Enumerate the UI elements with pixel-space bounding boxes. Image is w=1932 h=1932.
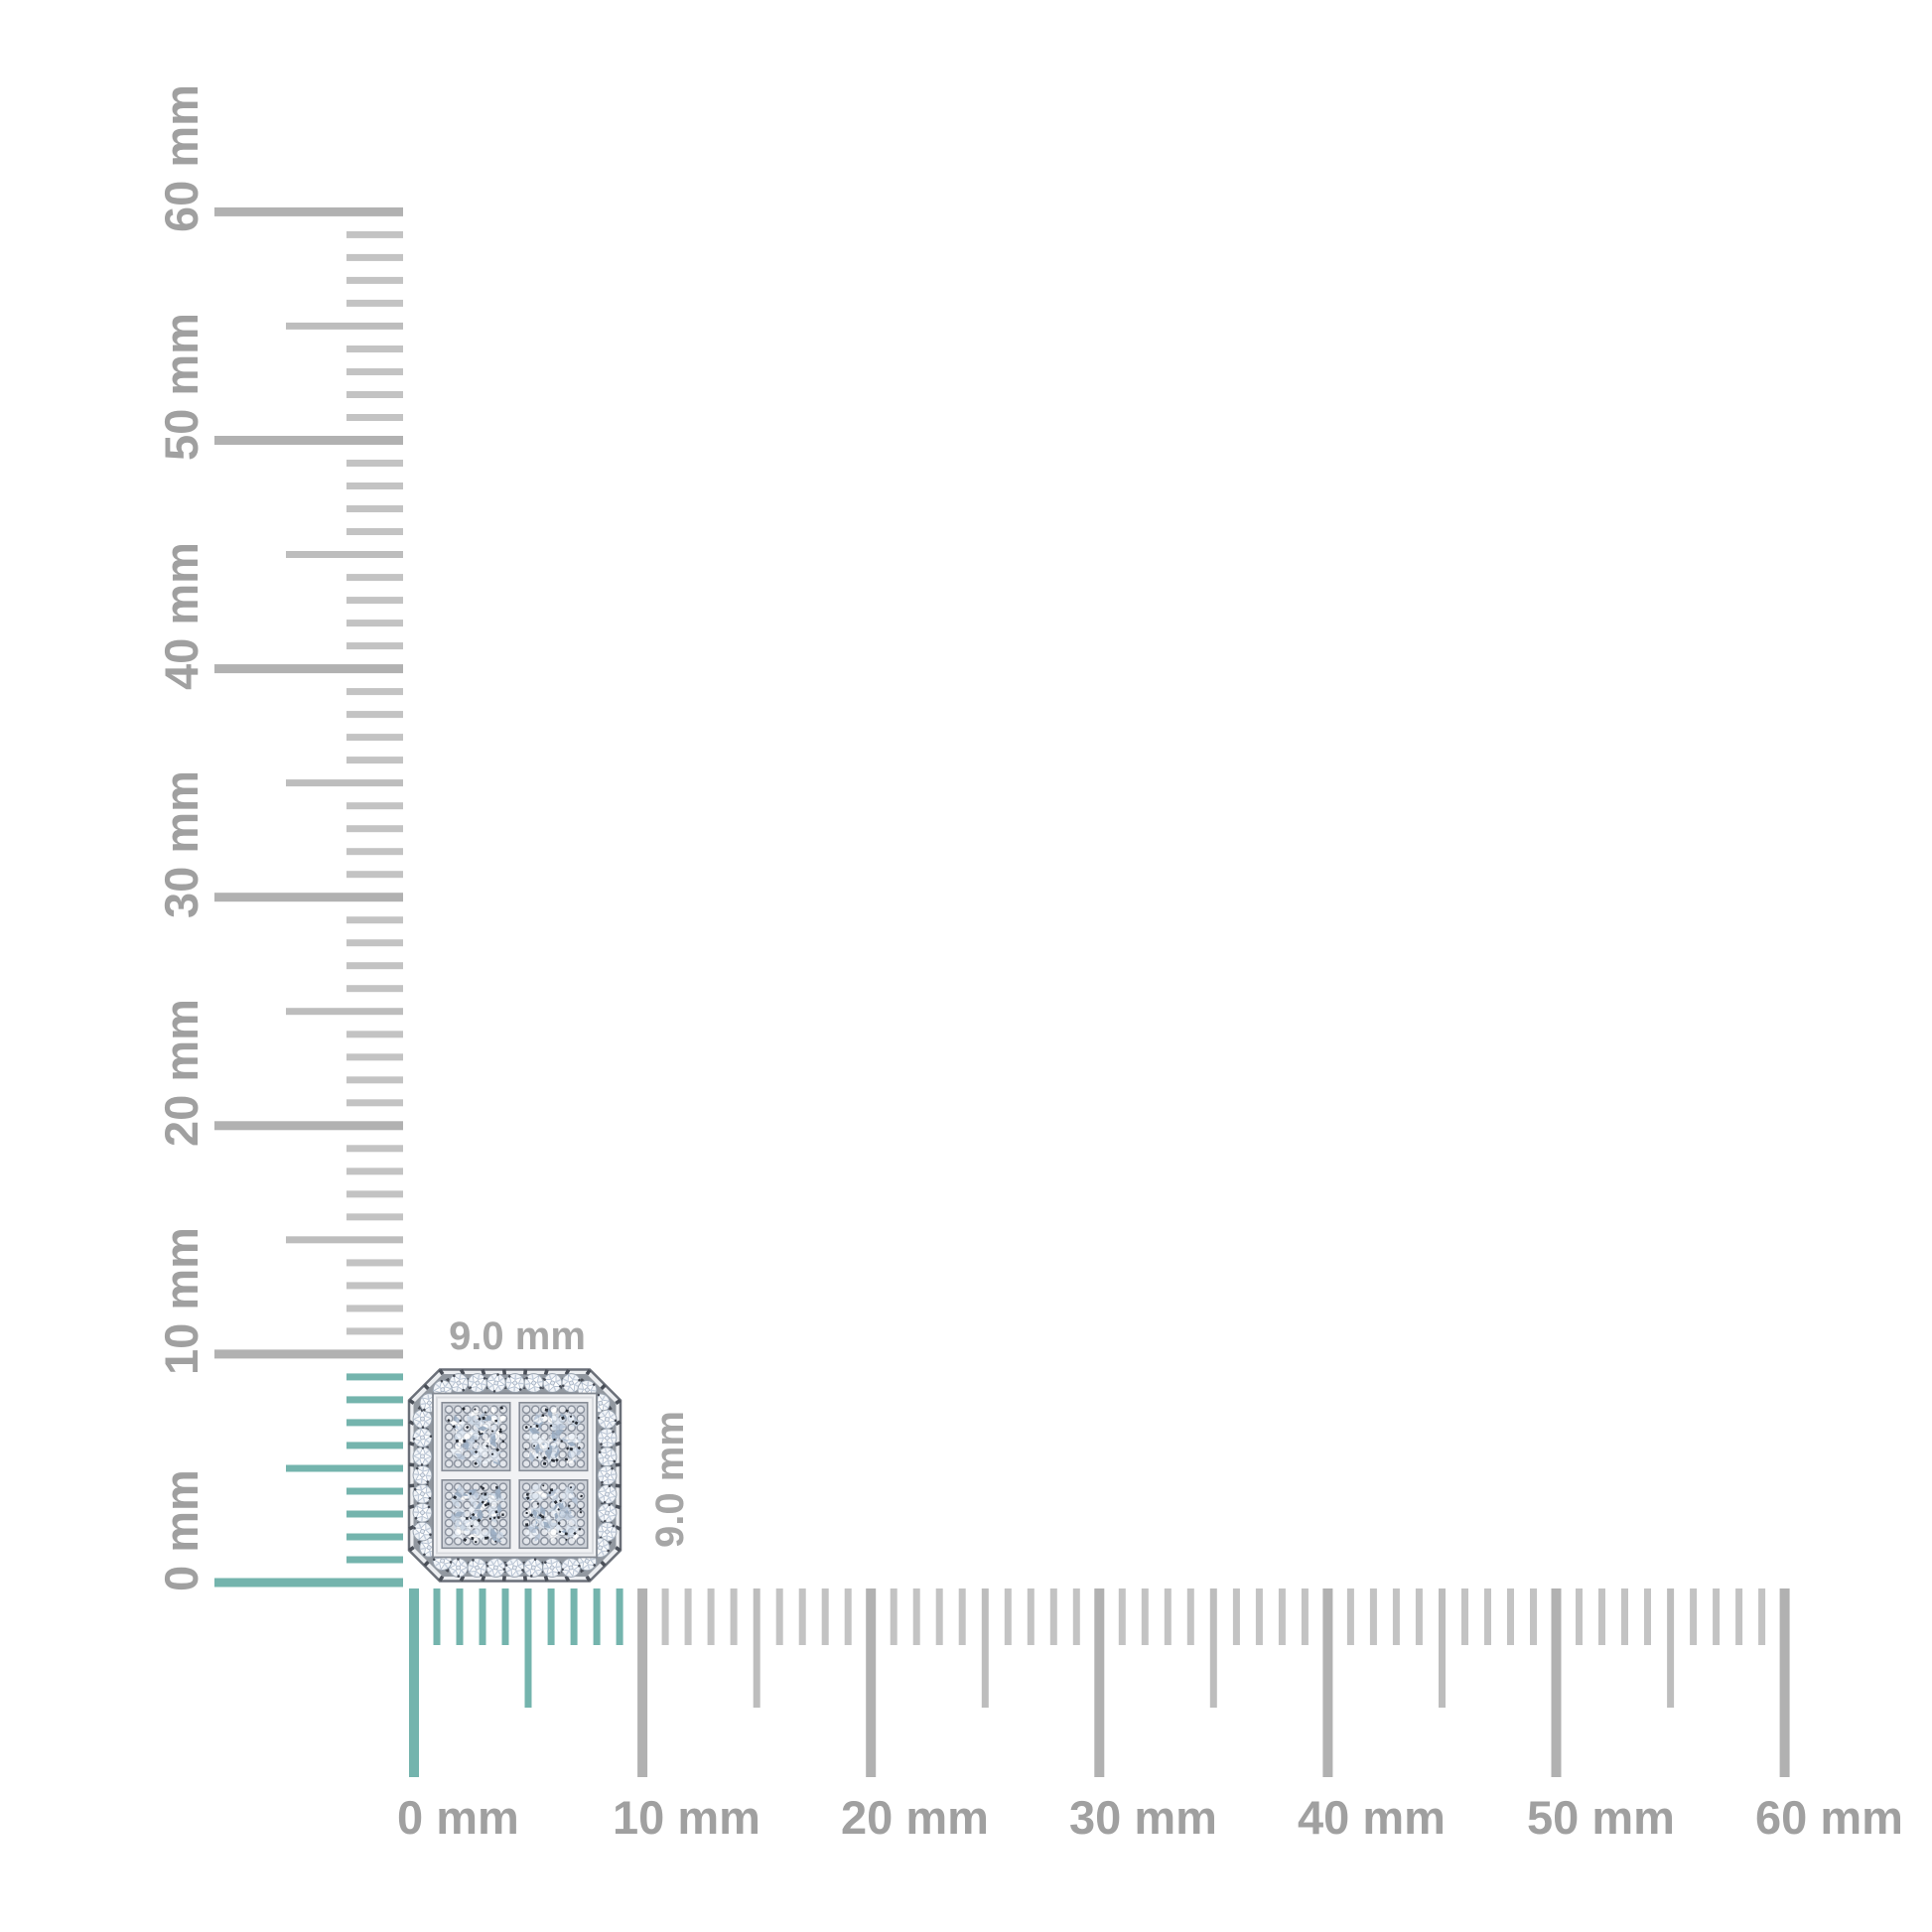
svg-text:50 mm: 50 mm (155, 313, 207, 461)
svg-text:60 mm: 60 mm (1755, 1791, 1903, 1844)
svg-text:40 mm: 40 mm (155, 542, 207, 690)
svg-text:9.0 mm: 9.0 mm (648, 1411, 692, 1548)
svg-text:10 mm: 10 mm (613, 1791, 760, 1844)
svg-text:0 mm: 0 mm (397, 1791, 519, 1844)
svg-text:30 mm: 30 mm (1069, 1791, 1217, 1844)
svg-text:20 mm: 20 mm (155, 999, 207, 1147)
svg-text:40 mm: 40 mm (1298, 1791, 1446, 1844)
svg-text:20 mm: 20 mm (841, 1791, 989, 1844)
svg-text:50 mm: 50 mm (1527, 1791, 1675, 1844)
svg-text:60 mm: 60 mm (155, 84, 207, 232)
svg-text:9.0 mm: 9.0 mm (449, 1314, 586, 1358)
svg-text:10 mm: 10 mm (155, 1227, 207, 1375)
svg-text:30 mm: 30 mm (155, 770, 207, 918)
svg-text:0 mm: 0 mm (155, 1469, 207, 1591)
